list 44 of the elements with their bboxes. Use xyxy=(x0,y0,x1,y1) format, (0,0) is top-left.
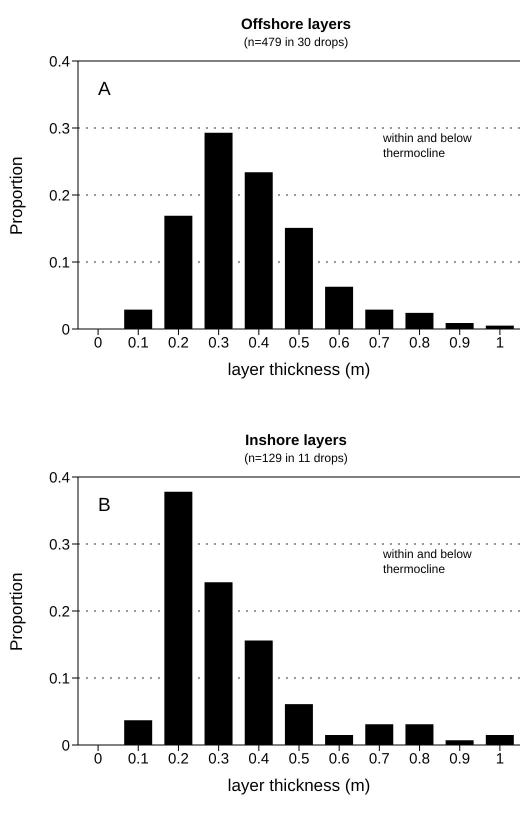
x-tick-label: 0 xyxy=(94,750,102,768)
x-tick-label: 0.5 xyxy=(288,750,310,768)
chart-subtitle: (n=129 in 11 drops) xyxy=(243,451,349,465)
chart-title: Offshore layers xyxy=(240,16,352,33)
y-tick-label: 0.2 xyxy=(49,187,70,204)
x-tick-label: 0.9 xyxy=(449,334,470,352)
x-tick-label: 0.4 xyxy=(248,334,270,352)
x-tick-label: 0.1 xyxy=(128,334,149,352)
y-tick-label: 0.4 xyxy=(49,469,70,486)
x-axis-title: layer thickness (m) xyxy=(228,776,370,795)
x-tick-label: 0.8 xyxy=(409,334,430,352)
chart-subtitle: (n=479 in 30 drops) xyxy=(242,35,350,49)
x-tick-label: 0.6 xyxy=(328,334,350,352)
x-tick-label: 0.7 xyxy=(368,750,390,768)
y-tick-label: 0 xyxy=(62,737,70,754)
y-tick-label: 0.1 xyxy=(49,254,70,272)
chart-title: Inshore layers xyxy=(244,432,348,449)
x-tick-label: 0 xyxy=(94,334,102,352)
x-tick-label: 0.6 xyxy=(328,750,350,768)
annotation: within and below thermocline xyxy=(383,131,473,161)
x-tick-label: 0.2 xyxy=(168,750,189,768)
x-tick-label: 0.2 xyxy=(168,334,189,352)
y-axis-title: Proportion xyxy=(7,572,26,651)
x-tick-label: 0.5 xyxy=(288,334,310,352)
x-tick-label: 0.1 xyxy=(128,750,149,768)
y-tick-label: 0 xyxy=(62,321,70,338)
annotation: within and below thermocline xyxy=(383,547,473,577)
x-tick-label: 0.9 xyxy=(449,750,470,768)
x-tick-label: 0.4 xyxy=(248,750,270,768)
annotation: B xyxy=(98,495,111,517)
x-tick-label: 0.3 xyxy=(208,334,230,352)
y-tick-label: 0.3 xyxy=(49,536,70,554)
y-axis-title: Proportion xyxy=(7,156,26,235)
y-tick-label: 0.1 xyxy=(49,670,70,688)
x-tick-label: 0.8 xyxy=(409,750,430,768)
x-tick-label: 0.7 xyxy=(368,334,390,352)
x-tick-label: 0.3 xyxy=(208,750,230,768)
annotation: A xyxy=(98,79,111,101)
x-axis-title: layer thickness (m) xyxy=(228,360,370,379)
x-tick-label: 1 xyxy=(496,750,504,768)
y-tick-label: 0.2 xyxy=(49,603,70,620)
x-tick-label: 1 xyxy=(496,334,504,352)
y-tick-label: 0.3 xyxy=(49,120,70,138)
y-tick-label: 0.4 xyxy=(49,53,70,70)
